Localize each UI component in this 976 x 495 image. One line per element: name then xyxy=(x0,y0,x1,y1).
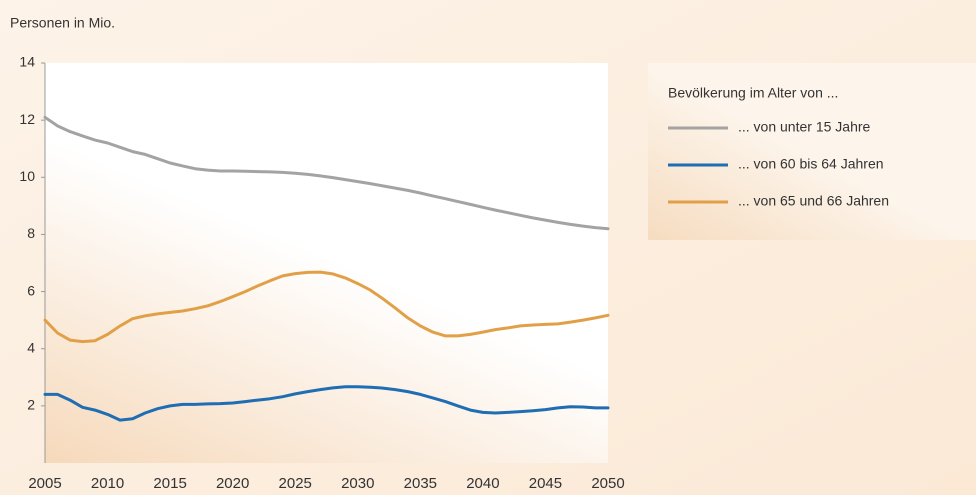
x-tick-label: 2045 xyxy=(529,475,562,492)
y-axis-label: Personen in Mio. xyxy=(10,15,115,31)
x-tick-label: 2005 xyxy=(28,475,61,492)
series-line xyxy=(43,270,610,344)
legend-label: ... von 60 bis 64 Jahren xyxy=(738,156,884,172)
x-tick-label: 2020 xyxy=(216,475,249,492)
x-tick-label: 2040 xyxy=(466,475,499,492)
legend-box xyxy=(648,63,976,240)
y-tick-label: 4 xyxy=(27,339,35,355)
x-tick-label: 2015 xyxy=(153,475,186,492)
y-tick-label: 2 xyxy=(27,397,35,413)
y-tick-label: 8 xyxy=(27,225,35,241)
x-tick-label: 2025 xyxy=(279,475,312,492)
plot-area xyxy=(45,63,608,463)
legend-label: ... von unter 15 Jahre xyxy=(738,119,871,135)
y-tick-label: 12 xyxy=(19,111,35,127)
x-tick-label: 2035 xyxy=(404,475,437,492)
series-line xyxy=(43,385,610,422)
legend-label: ... von 65 und 66 Jahren xyxy=(738,193,889,209)
x-tick-label: 2010 xyxy=(91,475,124,492)
x-tick-label: 2050 xyxy=(591,475,624,492)
legend-title: Bevölkerung im Alter von ... xyxy=(668,85,838,101)
y-tick-label: 14 xyxy=(19,54,35,70)
y-tick-label: 6 xyxy=(27,282,35,298)
y-tick-label: 10 xyxy=(19,168,35,184)
x-tick-label: 2030 xyxy=(341,475,374,492)
series-line xyxy=(43,115,610,231)
